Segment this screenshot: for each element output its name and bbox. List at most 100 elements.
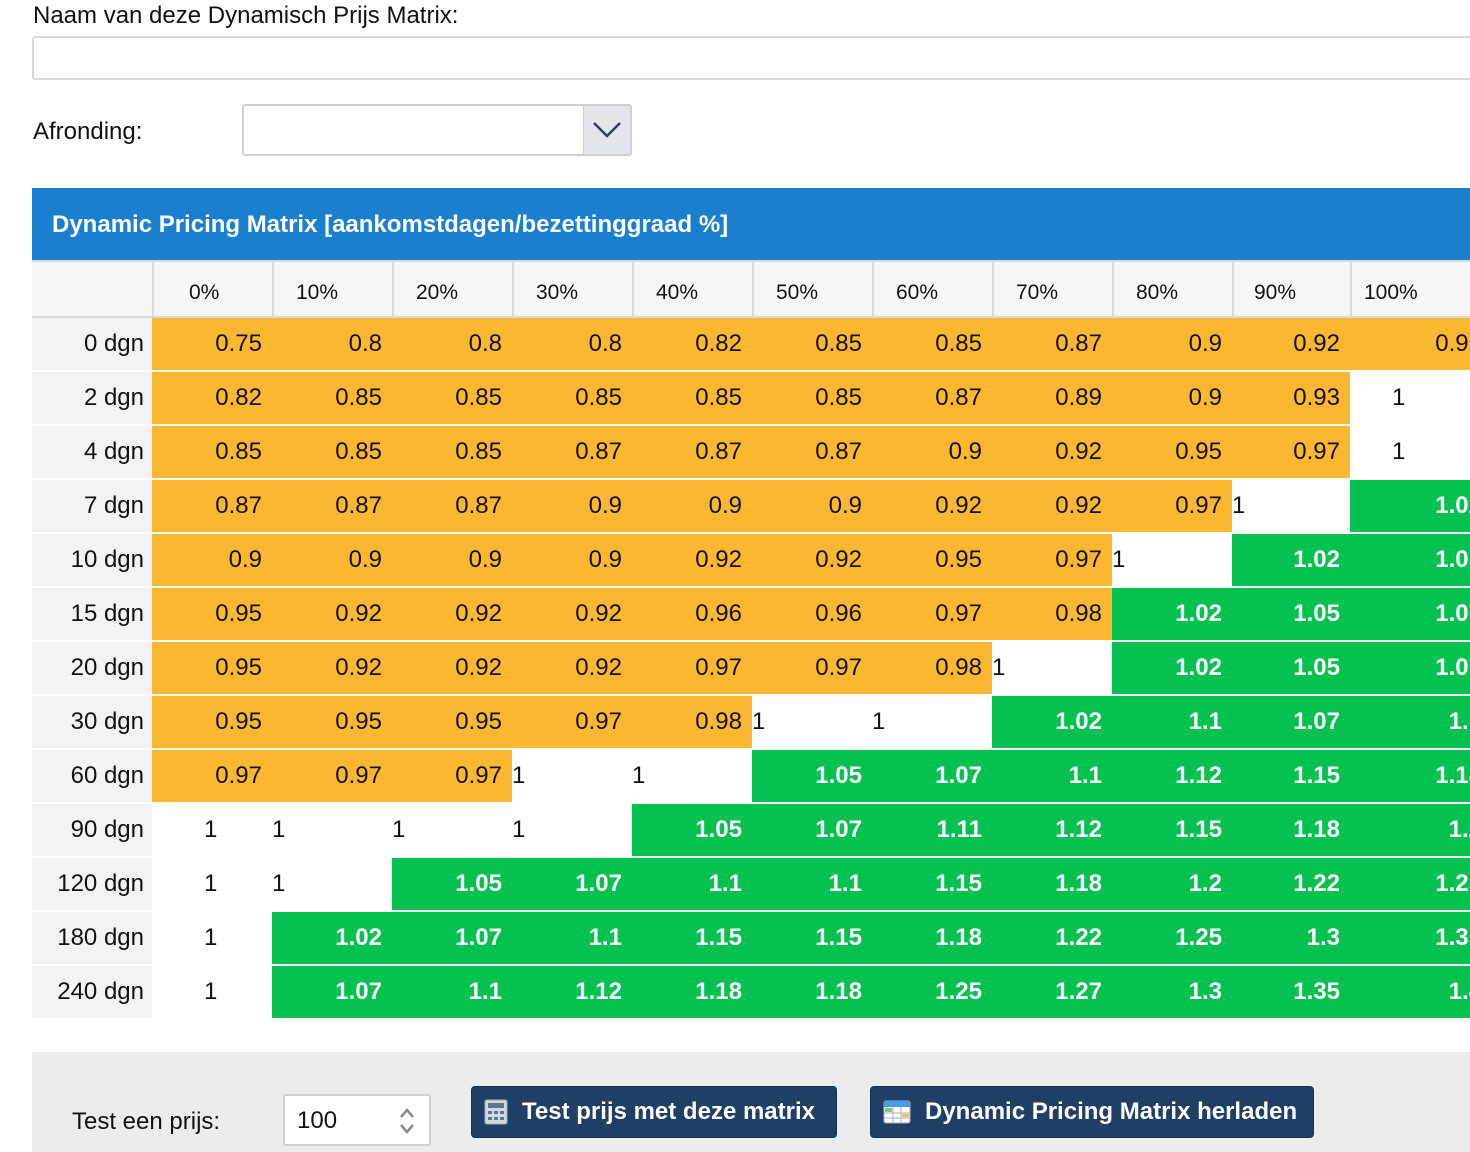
matrix-cell[interactable]: 0.9 bbox=[512, 480, 632, 534]
matrix-cell[interactable]: 1.02 bbox=[1112, 642, 1232, 696]
matrix-cell[interactable]: 1.05 bbox=[752, 750, 872, 804]
matrix-cell[interactable]: 0.95 bbox=[152, 642, 272, 696]
matrix-cell[interactable]: 0.97 bbox=[1112, 480, 1232, 534]
matrix-cell[interactable]: 0.85 bbox=[392, 372, 512, 426]
matrix-cell[interactable]: 1 bbox=[152, 858, 272, 912]
matrix-cell[interactable]: 0.9 bbox=[632, 480, 752, 534]
matrix-cell[interactable]: 0.97 bbox=[512, 696, 632, 750]
matrix-cell[interactable]: 0.92 bbox=[512, 642, 632, 696]
matrix-cell[interactable]: 1.05 bbox=[632, 804, 752, 858]
matrix-cell[interactable]: 1.35 bbox=[1232, 966, 1350, 1020]
matrix-cell[interactable]: 1 bbox=[152, 912, 272, 966]
matrix-cell[interactable]: 1.1 bbox=[392, 966, 512, 1020]
matrix-cell[interactable]: 1.12 bbox=[512, 966, 632, 1020]
matrix-cell[interactable]: 1 bbox=[1350, 372, 1470, 426]
matrix-cell[interactable]: 0.85 bbox=[752, 372, 872, 426]
matrix-cell[interactable]: 1.2 bbox=[1350, 804, 1470, 858]
matrix-cell[interactable]: 1.1 bbox=[512, 912, 632, 966]
matrix-cell[interactable]: 1.18 bbox=[872, 912, 992, 966]
matrix-cell[interactable]: 0.92 bbox=[872, 480, 992, 534]
matrix-cell[interactable]: 1.18 bbox=[1232, 804, 1350, 858]
matrix-cell[interactable]: 0.87 bbox=[752, 426, 872, 480]
test-price-button[interactable]: Test prijs met deze matrix bbox=[471, 1086, 837, 1138]
matrix-cell[interactable]: 0.9 bbox=[512, 534, 632, 588]
matrix-cell[interactable]: 0.92 bbox=[632, 534, 752, 588]
matrix-cell[interactable]: 1 bbox=[1112, 534, 1232, 588]
matrix-cell[interactable]: 0.92 bbox=[512, 588, 632, 642]
matrix-cell[interactable]: 0.87 bbox=[272, 480, 392, 534]
matrix-cell[interactable]: 0.85 bbox=[872, 318, 992, 372]
matrix-cell[interactable]: 0.9 bbox=[152, 534, 272, 588]
matrix-cell[interactable]: 0.95 bbox=[1112, 426, 1232, 480]
matrix-cell[interactable]: 0.97 bbox=[1350, 318, 1470, 372]
matrix-cell[interactable]: 1.05 bbox=[1350, 534, 1470, 588]
matrix-cell[interactable]: 0.8 bbox=[512, 318, 632, 372]
matrix-cell[interactable]: 0.85 bbox=[152, 426, 272, 480]
matrix-cell[interactable]: 1 bbox=[272, 804, 392, 858]
matrix-cell[interactable]: 1.25 bbox=[1112, 912, 1232, 966]
matrix-cell[interactable]: 0.95 bbox=[152, 696, 272, 750]
matrix-cell[interactable]: 1 bbox=[1350, 426, 1470, 480]
matrix-cell[interactable]: 0.97 bbox=[992, 534, 1112, 588]
matrix-cell[interactable]: 0.87 bbox=[632, 426, 752, 480]
matrix-cell[interactable]: 0.87 bbox=[872, 372, 992, 426]
matrix-cell[interactable]: 0.87 bbox=[152, 480, 272, 534]
matrix-cell[interactable]: 1.07 bbox=[1232, 696, 1350, 750]
matrix-cell[interactable]: 1.18 bbox=[752, 966, 872, 1020]
matrix-cell[interactable]: 1.1 bbox=[752, 858, 872, 912]
matrix-cell[interactable]: 1 bbox=[152, 804, 272, 858]
matrix-cell[interactable]: 1.25 bbox=[872, 966, 992, 1020]
matrix-cell[interactable]: 0.92 bbox=[992, 480, 1112, 534]
matrix-cell[interactable]: 0.87 bbox=[992, 318, 1112, 372]
matrix-cell[interactable]: 1.1 bbox=[632, 858, 752, 912]
matrix-cell[interactable]: 1 bbox=[512, 804, 632, 858]
matrix-cell[interactable]: 1.12 bbox=[992, 804, 1112, 858]
matrix-cell[interactable]: 0.95 bbox=[872, 534, 992, 588]
matrix-cell[interactable]: 1.25 bbox=[1350, 858, 1470, 912]
matrix-cell[interactable]: 0.85 bbox=[632, 372, 752, 426]
matrix-cell[interactable]: 0.98 bbox=[992, 588, 1112, 642]
matrix-cell[interactable]: 1.18 bbox=[992, 858, 1112, 912]
matrix-cell[interactable]: 0.87 bbox=[512, 426, 632, 480]
matrix-cell[interactable]: 1 bbox=[152, 966, 272, 1020]
matrix-cell[interactable]: 1.15 bbox=[632, 912, 752, 966]
matrix-cell[interactable]: 0.92 bbox=[392, 642, 512, 696]
matrix-cell[interactable]: 1.22 bbox=[1232, 858, 1350, 912]
matrix-cell[interactable]: 1.27 bbox=[992, 966, 1112, 1020]
matrix-cell[interactable]: 0.98 bbox=[632, 696, 752, 750]
matrix-cell[interactable]: 1.07 bbox=[1350, 588, 1470, 642]
matrix-cell[interactable]: 1.05 bbox=[392, 858, 512, 912]
matrix-cell[interactable]: 0.82 bbox=[632, 318, 752, 372]
matrix-cell[interactable]: 1.18 bbox=[1350, 750, 1470, 804]
matrix-cell[interactable]: 0.87 bbox=[392, 480, 512, 534]
matrix-cell[interactable]: 0.92 bbox=[1232, 318, 1350, 372]
matrix-cell[interactable]: 0.97 bbox=[392, 750, 512, 804]
matrix-cell[interactable]: 1.02 bbox=[1112, 588, 1232, 642]
matrix-cell[interactable]: 0.85 bbox=[752, 318, 872, 372]
matrix-cell[interactable]: 0.97 bbox=[632, 642, 752, 696]
matrix-cell[interactable]: 0.85 bbox=[272, 372, 392, 426]
matrix-cell[interactable]: 1.35 bbox=[1350, 912, 1470, 966]
matrix-cell[interactable]: 0.85 bbox=[392, 426, 512, 480]
matrix-cell[interactable]: 0.85 bbox=[272, 426, 392, 480]
matrix-cell[interactable]: 1.1 bbox=[1112, 696, 1232, 750]
matrix-cell[interactable]: 1.3 bbox=[1112, 966, 1232, 1020]
matrix-cell[interactable]: 1.02 bbox=[272, 912, 392, 966]
matrix-cell[interactable]: 1.1 bbox=[992, 750, 1112, 804]
matrix-cell[interactable]: 1 bbox=[392, 804, 512, 858]
matrix-cell[interactable]: 0.96 bbox=[632, 588, 752, 642]
matrix-cell[interactable]: 0.92 bbox=[272, 642, 392, 696]
matrix-cell[interactable]: 0.96 bbox=[752, 588, 872, 642]
matrix-cell[interactable]: 0.9 bbox=[392, 534, 512, 588]
matrix-cell[interactable]: 1.05 bbox=[1232, 642, 1350, 696]
matrix-cell[interactable]: 1 bbox=[272, 858, 392, 912]
matrix-cell[interactable]: 1.18 bbox=[632, 966, 752, 1020]
matrix-cell[interactable]: 1.2 bbox=[1112, 858, 1232, 912]
matrix-cell[interactable]: 1.02 bbox=[1350, 480, 1470, 534]
matrix-cell[interactable]: 0.8 bbox=[272, 318, 392, 372]
stepper-arrows-icon[interactable] bbox=[399, 1105, 415, 1137]
matrix-cell[interactable]: 1.15 bbox=[872, 858, 992, 912]
matrix-cell[interactable]: 0.92 bbox=[992, 426, 1112, 480]
matrix-cell[interactable]: 1.12 bbox=[1112, 750, 1232, 804]
matrix-cell[interactable]: 0.97 bbox=[872, 588, 992, 642]
